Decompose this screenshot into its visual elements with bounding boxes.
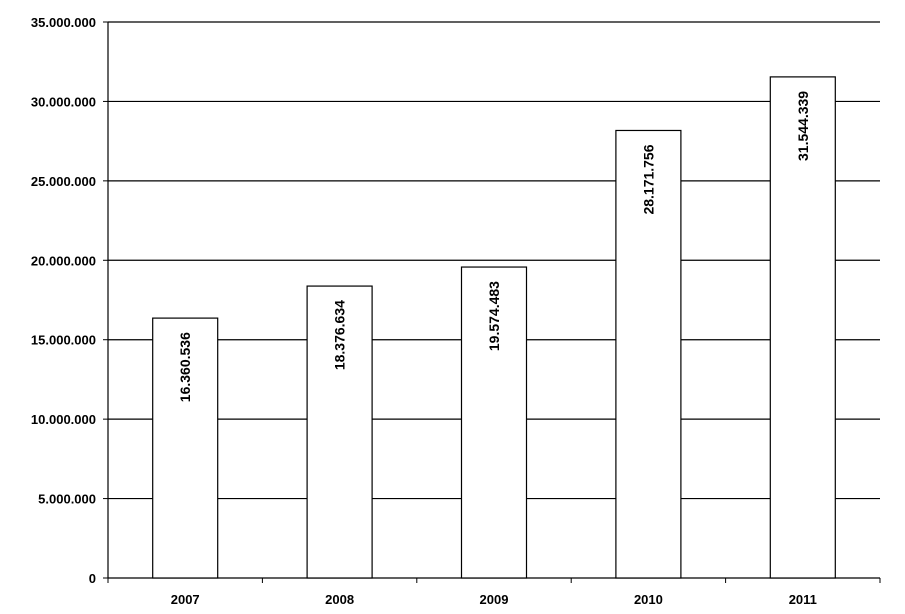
y-tick-label: 0 — [89, 571, 96, 586]
bar-2010 — [615, 129, 682, 579]
y-tick-labels: 0 5.000.000 10.000.000 15.000.000 20.000.000… — [31, 15, 96, 586]
bar-value-label: 19.574.483 — [486, 281, 502, 351]
x-tick-label: 2010 — [634, 592, 663, 607]
bar-2008 — [306, 285, 373, 579]
bars: 16.360.536 18.376.634 19.574.483 28.171.756… — [152, 76, 836, 579]
bar-2007 — [152, 317, 219, 579]
bar-value-label: 16.360.536 — [177, 332, 193, 402]
bar-value-label: 18.376.634 — [332, 300, 348, 370]
bar-2009 — [460, 266, 528, 579]
y-tick-label: 35.000.000 — [31, 15, 96, 30]
y-tick-label: 5.000.000 — [38, 492, 96, 507]
x-tick-label: 2009 — [480, 592, 509, 607]
bar-value-label: 28.171.756 — [640, 144, 656, 214]
x-tick-labels: 2007 2008 2009 2010 2011 — [171, 592, 817, 607]
bar-value-label: 31.544.339 — [795, 91, 811, 161]
y-tick-label: 15.000.000 — [31, 333, 96, 348]
y-tick-label: 25.000.000 — [31, 174, 96, 189]
y-tick-label: 30.000.000 — [31, 94, 96, 109]
x-tick-label: 2008 — [325, 592, 354, 607]
x-tick-label: 2011 — [789, 592, 817, 607]
y-tick-label: 20.000.000 — [31, 253, 96, 268]
bar-2011 — [769, 76, 836, 579]
x-tick-label: 2007 — [171, 592, 200, 607]
y-tick-label: 10.000.000 — [31, 412, 96, 427]
